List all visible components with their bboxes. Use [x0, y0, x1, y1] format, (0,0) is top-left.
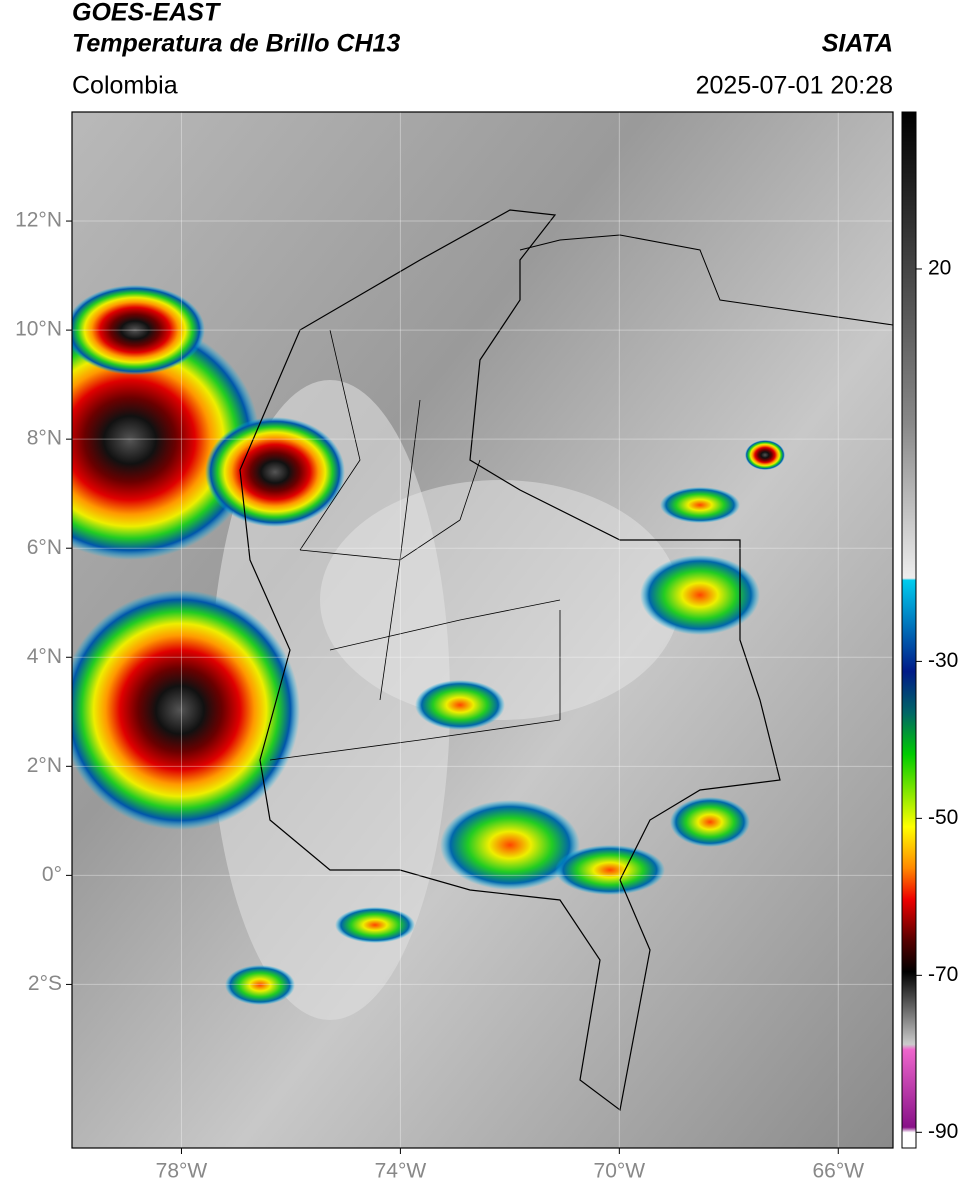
storm: [72, 320, 260, 560]
lat-tick-label: 8°N: [27, 427, 62, 450]
region: Colombia: [72, 72, 178, 100]
source: SIATA: [822, 30, 893, 58]
colorbar: [901, 111, 917, 1149]
storm: [72, 590, 300, 830]
storm: [660, 487, 740, 523]
storm: [205, 417, 345, 527]
storm: [440, 800, 580, 890]
lon-tick-label: 70°W: [594, 1160, 646, 1183]
lat-tick-label: 0°: [42, 863, 62, 886]
colorbar-tick-label: 20: [928, 257, 951, 280]
subtitle: Temperatura de Brillo CH13: [72, 30, 400, 58]
title: GOES-EAST: [72, 0, 222, 27]
storm: [225, 965, 295, 1005]
lat-tick-label: 4°N: [27, 645, 62, 668]
lat-tick-label: 10°N: [15, 318, 62, 341]
map-frame: [71, 111, 894, 1149]
storm: [670, 797, 750, 847]
lon-tick-label: 78°W: [156, 1160, 208, 1183]
coastline: [519, 234, 893, 326]
lon-tick-label: 74°W: [375, 1160, 427, 1183]
lon-tick-label: 66°W: [812, 1160, 864, 1183]
datetime: 2025-07-01 20:28: [696, 72, 893, 100]
storm: [72, 285, 205, 375]
storm: [745, 440, 785, 470]
storm: [415, 680, 505, 730]
lat-tick-label: 12°N: [15, 209, 62, 232]
lat-tick-label: 6°N: [27, 536, 62, 559]
colorbar-tick-label: -30: [928, 649, 958, 672]
department-border: [269, 329, 561, 761]
satellite-image: [72, 112, 893, 1148]
storm: [335, 907, 415, 943]
colorbar-tick-label: -90: [928, 1120, 958, 1143]
colorbar-tick-label: -50: [928, 806, 958, 829]
cloud: [320, 480, 680, 720]
storm: [640, 555, 760, 635]
colorbar-tick-label: -70: [928, 963, 958, 986]
storm: [555, 845, 665, 895]
lat-tick-label: 2°N: [27, 754, 62, 777]
graticule: [72, 112, 893, 1148]
lat-tick-label: 2°S: [28, 972, 62, 995]
country-border: [239, 209, 781, 1112]
